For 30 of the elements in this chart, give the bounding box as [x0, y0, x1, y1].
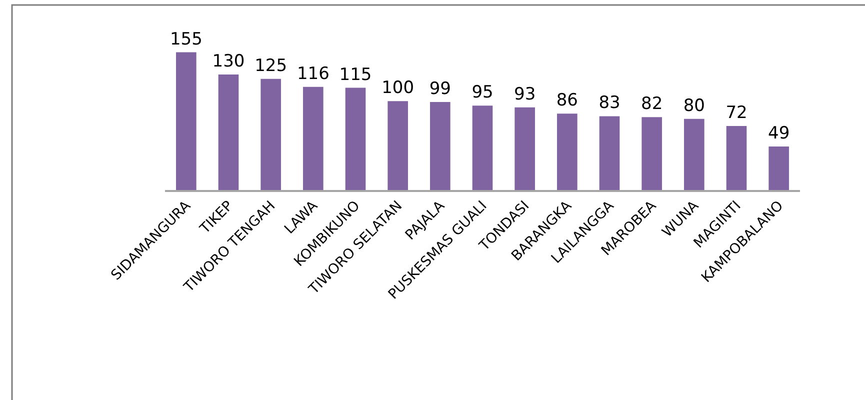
bar [345, 88, 366, 190]
data-label: 116 [296, 64, 330, 84]
data-label: 125 [254, 56, 288, 76]
bar [176, 52, 196, 190]
bar [726, 126, 747, 190]
data-label: 86 [556, 90, 578, 111]
bar [388, 101, 408, 190]
bar [260, 78, 281, 190]
data-label: 115 [339, 64, 372, 85]
bar [514, 107, 535, 190]
bar [768, 146, 789, 190]
bar [303, 86, 324, 190]
data-label: 99 [429, 79, 451, 100]
data-label: 72 [726, 103, 748, 124]
data-label: 83 [598, 93, 620, 114]
bar [557, 114, 578, 190]
bar [684, 118, 704, 190]
data-label: 80 [683, 96, 705, 116]
data-label: 95 [472, 82, 494, 103]
data-label: 155 [170, 29, 202, 50]
data-label: 100 [382, 78, 414, 98]
bar [218, 74, 239, 190]
bar [430, 102, 450, 190]
bar [599, 116, 620, 190]
data-label: 49 [768, 123, 790, 144]
data-label: 130 [212, 51, 245, 72]
data-label: 82 [641, 94, 663, 114]
data-label: 93 [514, 84, 536, 104]
bar [472, 106, 493, 190]
bar [642, 117, 662, 190]
